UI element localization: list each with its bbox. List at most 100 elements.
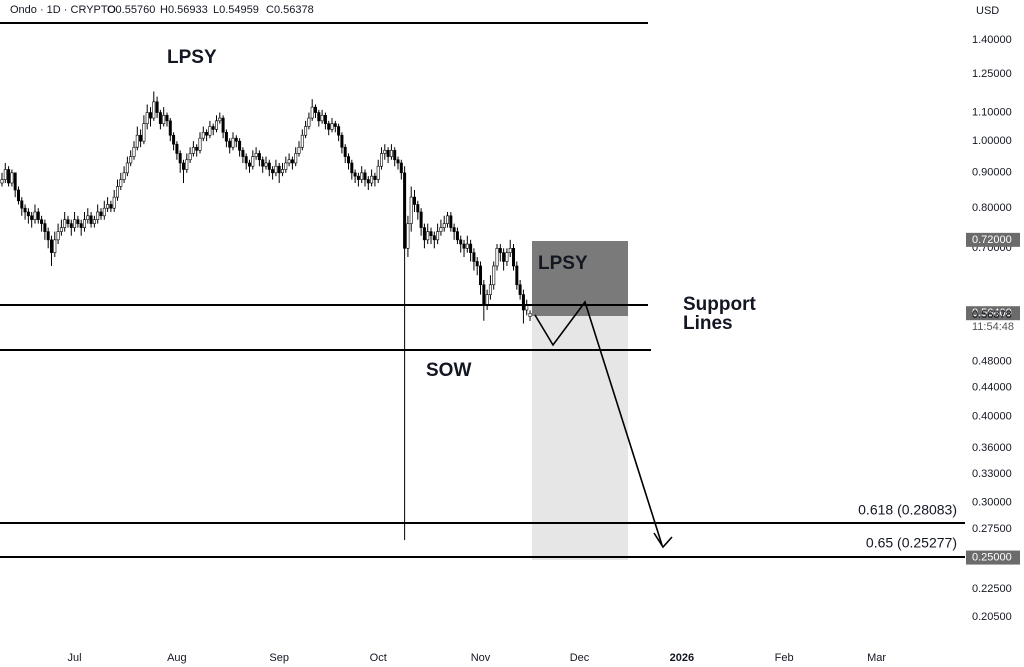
candle-body [132, 146, 136, 157]
candle-body [340, 134, 344, 148]
candle-body [96, 211, 100, 220]
candle-body [333, 123, 337, 127]
candle-body [307, 117, 311, 127]
candle-body [30, 215, 34, 220]
price-label: 0.25000 [972, 551, 1012, 563]
annotation: LPSY [167, 47, 217, 68]
candle-body [495, 248, 499, 267]
candle-body [165, 114, 169, 122]
y-tick-label: 0.30000 [972, 497, 1012, 509]
candle-body [248, 162, 252, 167]
candle-body [475, 261, 479, 267]
candle-body [158, 112, 162, 124]
candle-body [168, 120, 172, 136]
candle-body [393, 150, 397, 161]
candle-body [59, 227, 63, 232]
candle-body [465, 243, 469, 249]
candle-body [518, 284, 522, 295]
candle-body [119, 179, 123, 187]
candle-body [320, 114, 324, 122]
candle-body [373, 175, 377, 180]
candle-body [129, 156, 133, 164]
fib-label: 0.618 (0.28083) [858, 502, 957, 518]
candle-body [274, 165, 278, 174]
ohlc-close: C0.56378 [266, 4, 314, 16]
candle-body [257, 153, 261, 161]
candle-body [231, 137, 235, 148]
candle-body [112, 196, 116, 209]
y-tick-label: 1.10000 [972, 106, 1012, 118]
fib-label: 0.65 (0.25277) [866, 535, 957, 551]
y-tick-label: 1.25000 [972, 68, 1012, 80]
candle-body [89, 215, 93, 224]
x-tick-label: Oct [370, 652, 387, 664]
candle-body [271, 169, 275, 174]
candle-body [79, 223, 83, 228]
candle-body [26, 211, 30, 217]
candle-body [492, 265, 496, 286]
x-tick-label: Nov [471, 652, 491, 664]
y-tick-label: 0.22500 [972, 583, 1012, 595]
price-label-box [966, 306, 1020, 321]
candle-body [254, 153, 258, 157]
candle-body [442, 223, 446, 228]
y-tick-label: 0.36000 [972, 442, 1012, 454]
candle-body [300, 134, 304, 148]
candle-body [482, 284, 486, 306]
candle-body [198, 137, 202, 151]
candle-body [502, 252, 506, 262]
candle-body [452, 227, 456, 232]
candle-body [462, 243, 466, 249]
candle-body [277, 165, 281, 174]
candle-body [399, 162, 403, 174]
candle-body [205, 131, 209, 136]
candle-body [102, 207, 106, 217]
candle-body [416, 204, 420, 213]
annotation: SOW [426, 360, 471, 381]
y-tick-label: 0.33000 [972, 468, 1012, 480]
candle-body [106, 204, 110, 209]
candle-body [139, 134, 143, 142]
candle-body [337, 126, 341, 136]
candle-body [505, 252, 509, 262]
candle-body [201, 131, 205, 139]
currency: USD [976, 5, 999, 17]
candle-body [145, 112, 149, 124]
y-tick-label: 0.90000 [972, 167, 1012, 179]
candle-body [350, 162, 354, 174]
candle-body [7, 169, 11, 184]
y-tick-label: 0.20500 [972, 611, 1012, 623]
candle-body [403, 172, 407, 249]
candle-body [422, 227, 426, 241]
candle-body [406, 223, 410, 249]
candle-body [347, 156, 351, 164]
candle-body [264, 162, 268, 167]
x-tick-label: Mar [867, 652, 886, 664]
candle-body [469, 243, 473, 253]
candle-body [122, 172, 126, 180]
candle-body [218, 117, 222, 122]
candle-body [40, 219, 44, 224]
candle-body [317, 112, 321, 122]
candle-body [515, 265, 519, 286]
candle-body [251, 156, 255, 167]
candle-body [224, 131, 228, 142]
candle-body [135, 134, 139, 148]
candle-body [472, 252, 476, 262]
price-label: 0.72000 [972, 234, 1012, 246]
candle-body [23, 207, 27, 213]
candle-body [429, 231, 433, 237]
annotation: Support [683, 294, 756, 315]
candle-body [125, 162, 129, 174]
candles [0, 91, 532, 541]
candle-body [521, 294, 525, 311]
y-tick-label: 1.00000 [972, 135, 1012, 147]
candle-body [10, 172, 14, 184]
candle-body [43, 223, 47, 232]
candle-body [195, 146, 199, 151]
candle-body [238, 140, 242, 151]
candle-body [115, 186, 119, 198]
candle-body [363, 172, 367, 180]
candle-body [63, 219, 67, 228]
